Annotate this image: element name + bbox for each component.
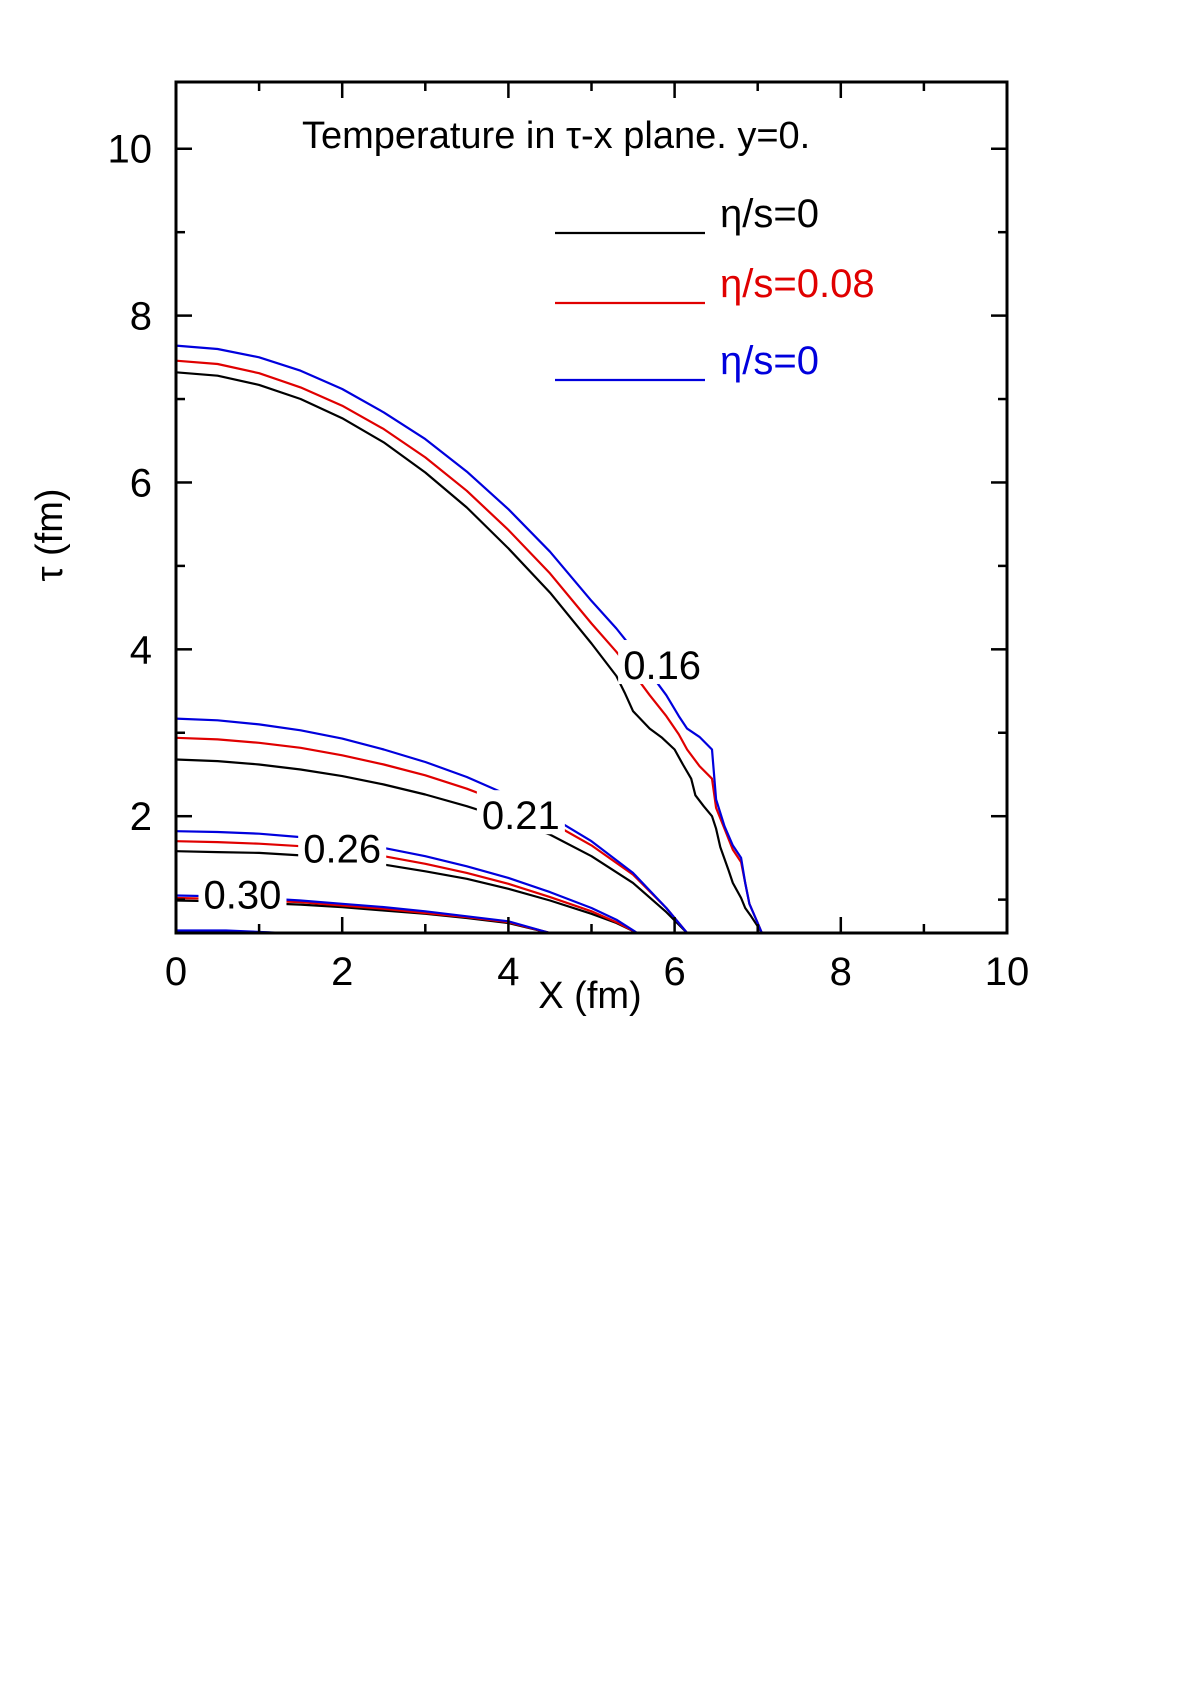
contour-label-bg: [476, 790, 565, 835]
series-line-0.26-7: [175, 840, 638, 934]
contour-label: 0.16: [623, 644, 701, 688]
contour-label-bg: [198, 869, 287, 914]
legend-label: η/s=0.08: [720, 262, 875, 306]
legend-label: η/s=0: [720, 192, 819, 236]
contour-label-bg: [618, 640, 707, 685]
x-axis-label: X (fm): [538, 975, 641, 1017]
chart-title: Temperature in τ-x plane. y=0.: [302, 115, 810, 157]
legend-label: η/s=0: [720, 339, 819, 383]
axes-layer: 0 2 4 6 8 10 2 4 6 8 10: [108, 80, 1030, 994]
contour-label: 0.21: [482, 794, 560, 838]
y-tick-label: 8: [130, 295, 152, 339]
contour-label-bg: [298, 823, 387, 868]
y-tick-label: 2: [130, 795, 152, 839]
series-line-0.26-8: [175, 830, 638, 934]
y-axis-label: τ (fm): [29, 488, 71, 581]
contour-label: 0.26: [303, 828, 381, 872]
x-tick-label: 0: [165, 950, 187, 994]
x-tick-label: 10: [985, 950, 1030, 994]
series-line-0.21-5: [175, 717, 688, 934]
series-line-0.16-1: [175, 359, 763, 934]
series-line-0.21-4: [175, 736, 688, 934]
x-tick-label: 8: [830, 950, 852, 994]
x-tick-label: 4: [497, 950, 519, 994]
series-line-0.26-6: [175, 850, 638, 934]
series-line-0.21-3: [175, 758, 688, 934]
y-tick-label: 10: [108, 128, 153, 172]
x-tick-label: 6: [663, 950, 685, 994]
y-tick-label: 6: [130, 461, 152, 505]
legend: η/s=0 η/s=0.08 η/s=0: [555, 192, 875, 383]
text-layer: Temperature in τ-x plane. y=0. X (fm) τ …: [29, 115, 810, 1017]
y-tick-label: 4: [130, 628, 152, 672]
contour-label: 0.30: [204, 873, 282, 917]
series-line-0.16-0: [175, 371, 763, 934]
series-layer: 0.16 0.21 0.26 0.30: [175, 344, 763, 935]
x-tick-label: 2: [331, 950, 353, 994]
